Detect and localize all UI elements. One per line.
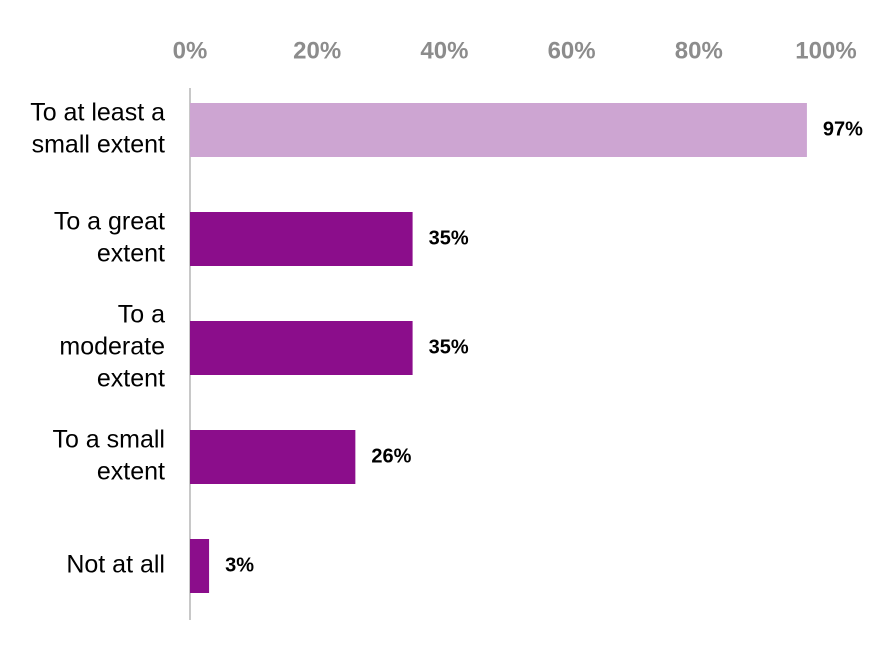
category-label-line: To a great — [54, 208, 165, 236]
data-label: 3% — [225, 554, 254, 576]
category-label-line: To at least a — [30, 99, 165, 127]
category-label-line: moderate — [59, 333, 165, 361]
category-label-line: small extent — [32, 131, 165, 159]
category-label-line: To a — [118, 301, 165, 329]
x-tick-label: 100% — [795, 37, 856, 64]
x-tick-label: 20% — [293, 37, 341, 64]
bar — [190, 539, 210, 593]
category-label-line: extent — [97, 365, 165, 393]
bar — [190, 103, 807, 157]
category-label-line: extent — [97, 240, 165, 268]
x-tick-label: 80% — [675, 37, 723, 64]
data-labels: 97% 35% 35% 26% 3% — [225, 118, 863, 576]
x-tick-label: 0% — [173, 37, 208, 64]
x-tick-label: 60% — [548, 37, 596, 64]
bar — [190, 321, 413, 375]
category-labels: To at least a small extent To a great exten… — [30, 99, 165, 579]
category-label: Not at all — [66, 551, 165, 579]
category-label: To a great extent — [54, 208, 165, 268]
x-tick-label: 40% — [420, 37, 468, 64]
category-label: To a small extent — [52, 426, 165, 486]
category-label: To at least a small extent — [30, 99, 165, 159]
category-label-line: To a small — [52, 426, 165, 454]
data-label: 97% — [823, 118, 863, 140]
data-label: 26% — [371, 445, 411, 467]
category-label: To a moderate extent — [59, 301, 165, 393]
bars-group — [190, 103, 807, 593]
x-axis-tick-labels: 0% 20% 40% 60% 80% 100% — [173, 37, 857, 64]
bar — [190, 212, 413, 266]
data-label: 35% — [429, 227, 469, 249]
data-label: 35% — [429, 336, 469, 358]
category-label-line: Not at all — [66, 551, 165, 579]
bar — [190, 430, 356, 484]
category-label-line: extent — [97, 458, 165, 486]
